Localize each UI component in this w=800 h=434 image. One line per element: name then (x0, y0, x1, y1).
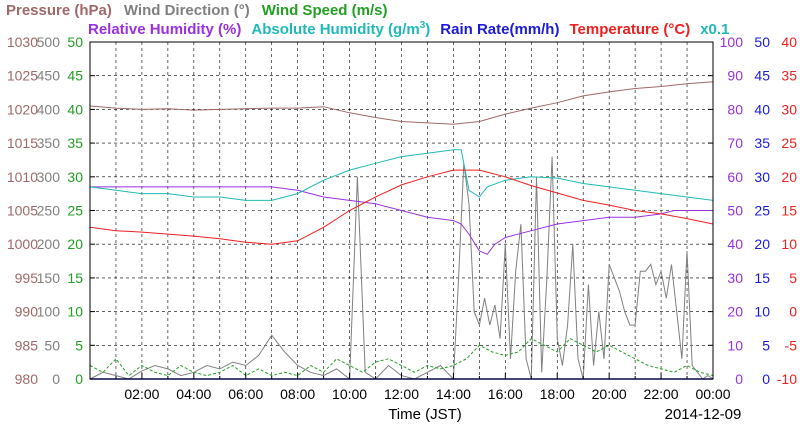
temperature-tick-label: 20 (781, 169, 797, 185)
wind-speed-tick-label: 35 (67, 135, 83, 151)
rain-rate-tick-label: 25 (754, 203, 770, 219)
humidity-tick-label: 70 (727, 135, 743, 151)
pressure-tick-label: 985 (15, 337, 39, 353)
humidity-tick-label: 60 (727, 169, 743, 185)
temperature-tick-label: -10 (777, 371, 797, 387)
x-tick-label: 16:00 (488, 386, 523, 402)
temperature-tick-label: 25 (781, 135, 797, 151)
wind-speed-tick-label: 15 (67, 270, 83, 286)
temperature-tick-label: 35 (781, 68, 797, 84)
x-tick-label: 14:00 (436, 386, 471, 402)
wind-direction-tick-label: 200 (37, 236, 61, 252)
series-pressure (89, 81, 714, 125)
wind-direction-tick-label: 0 (52, 371, 60, 387)
rain-rate-tick-label: 10 (754, 304, 770, 320)
legend-entry: Wind Direction (°) (124, 2, 250, 19)
temperature-tick-label: 40 (781, 34, 797, 50)
legend-entry: Pressure (hPa) (6, 2, 112, 19)
x-axis: 02:00 04:00 06:00 08:00 10:00 12:00 14:00 16:00… (89, 373, 731, 402)
wind-speed-tick-label: 20 (67, 236, 83, 252)
temperature-tick-label: 15 (781, 203, 797, 219)
x-tick-label: 20:00 (592, 386, 627, 402)
series-relative-humidity (90, 186, 713, 255)
wind-speed-tick-label: 50 (67, 34, 83, 50)
humidity-tick-label: 30 (727, 270, 743, 286)
wind-direction-tick-label: 100 (37, 304, 61, 320)
series-temperature (89, 169, 714, 245)
x-tick-label: 22:00 (644, 386, 679, 402)
temperature-tick-label: 10 (781, 236, 797, 252)
wind-direction-tick-label: 450 (37, 68, 61, 84)
pressure-tick-label: 1015 (7, 135, 38, 151)
x-tick-label: 08:00 (280, 386, 315, 402)
wind-speed-tick-label: 40 (67, 101, 83, 117)
x-axis-label: Time (JST) (388, 406, 462, 423)
wind-speed-tick-label: 10 (67, 304, 83, 320)
x-tick-label: 10:00 (332, 386, 367, 402)
legend-entry: Wind Speed (m/s) (262, 2, 388, 19)
temperature-tick-label: 0 (789, 304, 797, 320)
rain-rate-tick-label: 35 (754, 135, 770, 151)
humidity-tick-label: 40 (727, 236, 743, 252)
wind-speed-tick-label: 5 (75, 337, 83, 353)
wind-direction-tick-label: 400 (37, 101, 61, 117)
humidity-tick-label: 0 (735, 371, 743, 387)
wind-direction-tick-label: 500 (37, 34, 61, 50)
legend: Pressure (hPa) Wind Direction (°) Wind Spe… (6, 2, 729, 38)
humidity-tick-label: 10 (727, 337, 743, 353)
date-label: 2014-12-09 (665, 406, 742, 423)
wind-speed-tick-label: 45 (67, 68, 83, 84)
left-axes: 1030102510201015101010051000995990985980… (7, 34, 83, 387)
x-tick-label: 06:00 (228, 386, 263, 402)
legend-entry: Relative Humidity (%) (88, 21, 241, 38)
pressure-tick-label: 1030 (7, 34, 38, 50)
temperature-tick-label: 30 (781, 101, 797, 117)
wind-speed-tick-label: 30 (67, 169, 83, 185)
pressure-tick-label: 990 (15, 304, 39, 320)
wind-direction-tick-label: 50 (44, 337, 60, 353)
humidity-tick-label: 90 (727, 68, 743, 84)
pressure-tick-label: 1020 (7, 101, 38, 117)
rain-rate-tick-label: 40 (754, 101, 770, 117)
legend-entry: Absolute Humidity (g/m3) (251, 20, 430, 38)
x-tick-label: 12:00 (384, 386, 419, 402)
rain-rate-tick-label: 30 (754, 169, 770, 185)
humidity-tick-label: 80 (727, 101, 743, 117)
wind-direction-tick-label: 300 (37, 169, 61, 185)
pressure-tick-label: 1000 (7, 236, 38, 252)
legend-entry: x0.1 (700, 21, 729, 38)
rain-rate-tick-label: 0 (762, 371, 770, 387)
pressure-tick-label: 995 (15, 270, 39, 286)
legend-entry: Temperature (°C) (569, 21, 690, 38)
legend-entry: Rain Rate(mm/h) (440, 21, 559, 38)
rain-rate-tick-label: 15 (754, 270, 770, 286)
humidity-tick-label: 100 (720, 34, 744, 50)
x-tick-label: 18:00 (540, 386, 575, 402)
wind-direction-tick-label: 350 (37, 135, 61, 151)
right-axes: 1009080706050403020100504540353025201510… (720, 34, 798, 387)
humidity-tick-label: 50 (727, 203, 743, 219)
rain-rate-tick-label: 50 (754, 34, 770, 50)
pressure-tick-label: 980 (15, 371, 39, 387)
rain-rate-tick-label: 5 (762, 337, 770, 353)
temperature-tick-label: 5 (789, 270, 797, 286)
rain-rate-tick-label: 20 (754, 236, 770, 252)
pressure-tick-label: 1025 (7, 68, 38, 84)
series-wind-direction (89, 156, 714, 381)
pressure-tick-label: 1005 (7, 203, 38, 219)
humidity-tick-label: 20 (727, 304, 743, 320)
x-tick-label: 02:00 (124, 386, 159, 402)
wind-speed-tick-label: 0 (75, 371, 83, 387)
x-tick-label: 04:00 (176, 386, 211, 402)
series-absolute-humidity (89, 149, 714, 201)
wind-speed-tick-label: 25 (67, 203, 83, 219)
series-wind-speed (89, 337, 714, 377)
x-tick-label: 00:00 (695, 386, 730, 402)
rain-rate-tick-label: 45 (754, 68, 770, 84)
wind-direction-tick-label: 150 (37, 270, 61, 286)
pressure-tick-label: 1010 (7, 169, 38, 185)
wind-direction-tick-label: 250 (37, 203, 61, 219)
temperature-tick-label: -5 (785, 337, 798, 353)
